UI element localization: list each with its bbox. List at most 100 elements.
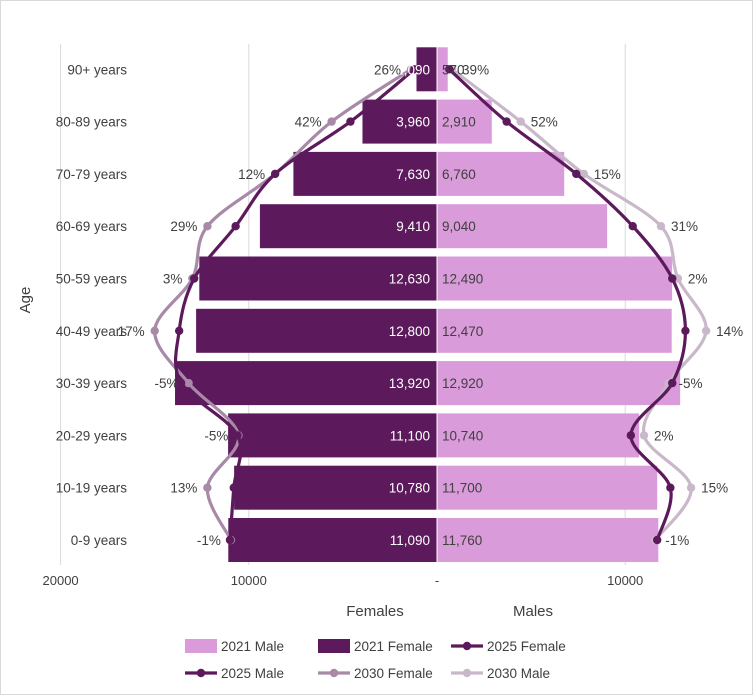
percent-labels: -1% 15% 2% -5% 14% 2% 31% 15% 52% 39% -1% 13% -5% -5%… bbox=[118, 62, 743, 548]
legend-item-2030-male: 2030 Male bbox=[451, 666, 550, 681]
point-2030-male bbox=[639, 431, 649, 440]
percent-label-2030-female: 17% bbox=[118, 324, 145, 339]
legend-label: 2030 Female bbox=[354, 666, 433, 681]
line-2030-male bbox=[451, 68, 708, 541]
line-2025-male bbox=[448, 68, 688, 541]
percent-label-2030-female: 3% bbox=[163, 272, 183, 287]
bar-label-2021-male: 10,740 bbox=[442, 428, 483, 443]
point-2025-female bbox=[233, 431, 242, 440]
point-2025-male bbox=[668, 274, 677, 283]
bar-2021-female bbox=[234, 465, 437, 510]
bar-2021-female bbox=[416, 47, 437, 92]
bar-2021-female bbox=[175, 361, 437, 406]
legend-item-2030-female: 2030 Female bbox=[318, 666, 433, 681]
percent-label-2030-male: 2% bbox=[688, 272, 708, 287]
bar-2021-male bbox=[437, 256, 673, 301]
x-axis-ticks: 300002000010000-100002000030000 bbox=[43, 573, 644, 588]
legend-label: 2021 Female bbox=[354, 639, 433, 654]
bar-labels: 11,760 11,700 10,740 12,920 12,470 12,490 9,04… bbox=[389, 62, 484, 548]
point-2025-male bbox=[628, 222, 637, 231]
legend-label: 2025 Male bbox=[221, 666, 284, 681]
bar-label-2021-male: 12,920 bbox=[442, 376, 483, 391]
point-2025-female bbox=[229, 483, 238, 492]
bar-label-2021-female: 12,800 bbox=[389, 324, 430, 339]
bar-label-2021-male: 570 bbox=[442, 62, 465, 77]
bar-label-2021-male: 11,760 bbox=[442, 533, 482, 548]
y-axis-categories: 0-9 years 10-19 years 20-29 years 30-39 yea… bbox=[56, 62, 128, 548]
point-2030-female bbox=[150, 326, 159, 335]
bar-label-2021-female: 1,090 bbox=[396, 62, 430, 77]
point-2025-female bbox=[174, 326, 184, 335]
bar-2021-female bbox=[293, 151, 437, 196]
point-2025-male bbox=[502, 117, 511, 126]
point-2025-male bbox=[666, 483, 675, 492]
percent-label-2030-male: 2% bbox=[654, 428, 674, 443]
point-2025-female bbox=[231, 222, 240, 231]
percent-label-2030-male: 15% bbox=[594, 167, 621, 182]
bar-2021-female bbox=[362, 99, 437, 144]
y-category-label: 20-29 years bbox=[56, 428, 128, 443]
percent-label-2030-male: -5% bbox=[678, 376, 702, 391]
legend-label: 2030 Male bbox=[487, 666, 550, 681]
line-2030-female bbox=[153, 67, 412, 541]
legend-label: 2021 Male bbox=[221, 639, 284, 654]
point-2030-male bbox=[579, 169, 588, 179]
bar-2021-female bbox=[228, 518, 437, 562]
legend-swatch bbox=[185, 639, 217, 653]
legend-marker bbox=[196, 668, 206, 678]
percent-label-2030-male: 39% bbox=[462, 62, 489, 77]
percent-label-2030-female: 29% bbox=[170, 219, 197, 234]
point-2025-male bbox=[626, 431, 636, 440]
point-2030-male bbox=[686, 483, 696, 492]
bar-2021-female bbox=[199, 256, 437, 301]
percent-label-2030-male: 52% bbox=[531, 115, 558, 130]
bar-label-2021-male: 12,490 bbox=[442, 272, 483, 287]
point-2025-male bbox=[445, 65, 454, 74]
point-2030-female bbox=[327, 117, 336, 126]
bar-label-2021-male: 6,760 bbox=[442, 167, 476, 182]
percent-label-2030-female: -5% bbox=[155, 376, 179, 391]
bar-2021-female bbox=[259, 204, 437, 249]
x-axis-title-females: Females bbox=[346, 603, 404, 620]
bar-label-2021-female: 11,090 bbox=[390, 533, 430, 548]
bar-2021-male bbox=[437, 151, 565, 196]
legend-item-2021-male: 2021 Male bbox=[185, 639, 284, 654]
y-category-label: 40-49 years bbox=[56, 324, 128, 339]
bar-label-2021-female: 12,630 bbox=[389, 272, 430, 287]
x-tick-label: 20000 bbox=[43, 573, 79, 588]
y-category-label: 0-9 years bbox=[71, 533, 128, 548]
y-category-label: 80-89 years bbox=[56, 115, 128, 130]
bar-2021-male bbox=[437, 99, 492, 144]
x-tick-label: 10000 bbox=[231, 573, 267, 588]
y-category-label: 30-39 years bbox=[56, 376, 128, 391]
x-tick-label: 10000 bbox=[607, 573, 643, 588]
bar-label-2021-male: 9,040 bbox=[442, 219, 476, 234]
legend: 2021 Male 2021 Female 2025 Female 2025 Male… bbox=[185, 639, 566, 681]
y-category-label: 90+ years bbox=[67, 62, 127, 77]
bars bbox=[175, 44, 681, 565]
legend-marker bbox=[462, 668, 472, 678]
legend-item-2025-male: 2025 Male bbox=[185, 666, 284, 681]
point-2030-male bbox=[656, 222, 666, 231]
point-2025-female bbox=[270, 169, 280, 179]
y-category-label: 50-59 years bbox=[56, 272, 128, 287]
percent-label-2030-female: 13% bbox=[170, 481, 197, 496]
percent-label-2030-female: -1% bbox=[197, 533, 221, 548]
x-axis-title-males: Males bbox=[513, 603, 553, 620]
legend-marker bbox=[329, 668, 339, 678]
y-category-label: 10-19 years bbox=[56, 481, 128, 496]
bar-2021-male bbox=[437, 361, 681, 406]
point-2025-female bbox=[346, 117, 355, 126]
bar-label-2021-female: 11,100 bbox=[390, 428, 430, 443]
bar-2021-female bbox=[196, 308, 437, 353]
x-tick-label: - bbox=[435, 573, 439, 588]
bar-2021-male bbox=[437, 204, 608, 249]
point-2025-male bbox=[668, 378, 677, 388]
bar-2021-male bbox=[437, 518, 659, 562]
bar-label-2021-male: 2,910 bbox=[442, 115, 476, 130]
bar-label-2021-female: 10,780 bbox=[389, 481, 430, 496]
y-axis-title: Age bbox=[17, 287, 34, 314]
point-2025-female bbox=[225, 535, 235, 545]
point-2030-male bbox=[701, 326, 711, 335]
bar-2021-male bbox=[437, 47, 448, 92]
